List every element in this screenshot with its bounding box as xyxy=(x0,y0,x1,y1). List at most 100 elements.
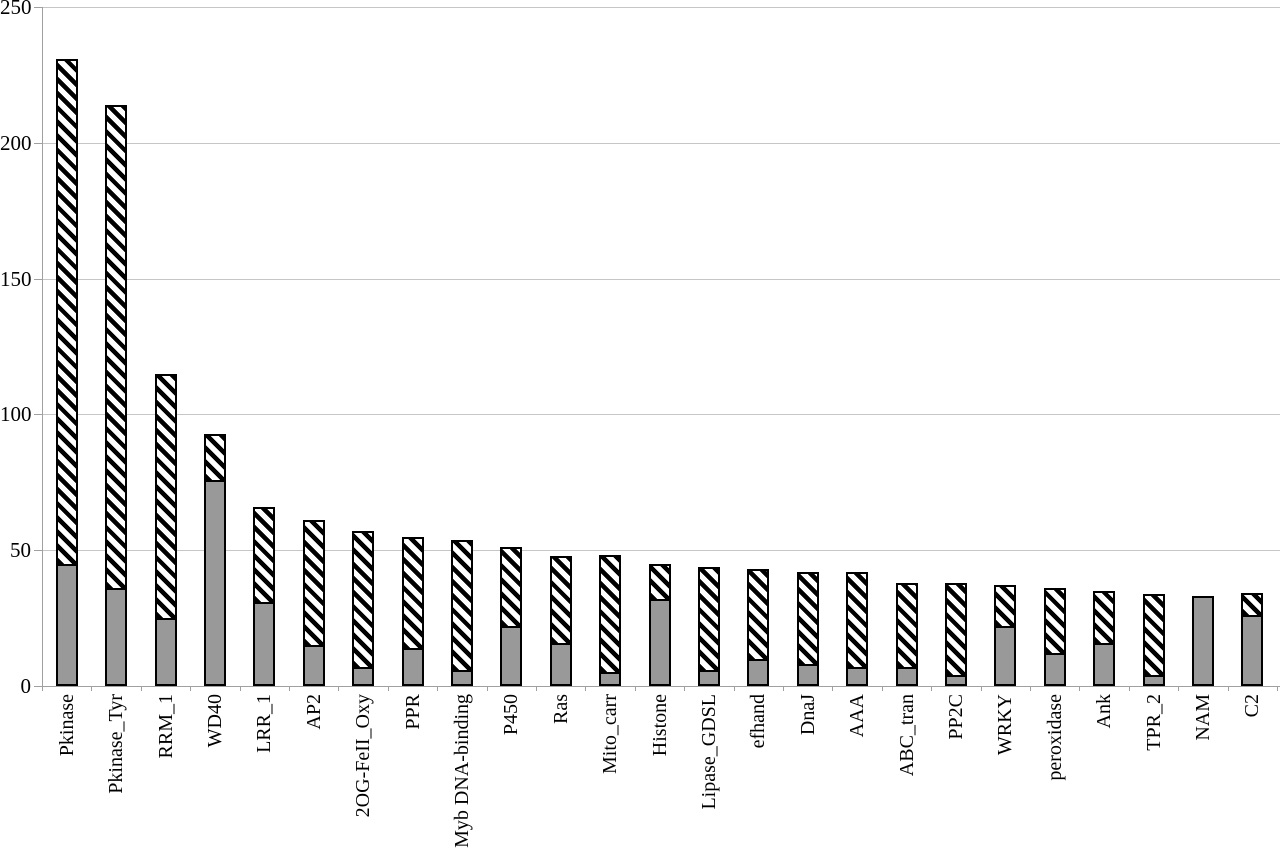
x-axis-category-label-LRR_1: LRR_1 xyxy=(253,694,276,753)
x-axis-tick xyxy=(1227,686,1229,691)
bar-segment-hatched-Mito_carr xyxy=(599,555,621,672)
x-axis-category-label-P450: P450 xyxy=(500,694,523,736)
bar-segment-hatched-AP2 xyxy=(303,520,325,645)
x-axis-category-label-Ras: Ras xyxy=(549,694,572,724)
x-axis-tick xyxy=(486,686,488,691)
bar-segment-solid-C2 xyxy=(1241,615,1263,686)
bar-segment-solid-AAA xyxy=(846,667,868,686)
gridline-250 xyxy=(42,7,1280,8)
x-axis-category-label-AP2: AP2 xyxy=(302,694,325,730)
bar-segment-hatched-efhand xyxy=(747,569,769,659)
x-axis-tick xyxy=(91,686,93,691)
bar-segment-solid-Myb DNA-binding xyxy=(451,670,473,686)
y-axis-tick-label-250: 250 xyxy=(0,0,32,19)
y-axis-tick-100 xyxy=(34,414,42,416)
x-axis-category-label-Histone: Histone xyxy=(648,694,671,757)
bar-segment-solid-2OG-FeII_Oxy xyxy=(352,667,374,686)
y-axis-tick-label-50: 50 xyxy=(10,538,31,563)
bar-segment-solid-TPR_2 xyxy=(1143,675,1165,686)
bar-segment-hatched-ABC_tran xyxy=(896,583,918,667)
bar-segment-hatched-LRR_1 xyxy=(253,507,275,602)
bar-segment-hatched-Pkinase_Tyr xyxy=(105,105,127,588)
x-axis-category-label-2OG-FeII_Oxy: 2OG-FeII_Oxy xyxy=(352,694,375,818)
bar-segment-solid-Lipase_GDSL xyxy=(698,670,720,686)
x-axis-tick xyxy=(437,686,439,691)
x-axis-category-label-efhand: efhand xyxy=(747,694,770,749)
bar-segment-solid-PP2C xyxy=(945,675,967,686)
x-axis-tick xyxy=(239,686,241,691)
x-axis-category-label-TPR_2: TPR_2 xyxy=(1142,694,1165,751)
bar-segment-hatched-WD40 xyxy=(204,434,226,480)
bar-segment-hatched-DnaJ xyxy=(797,572,819,664)
bar-segment-solid-Ank xyxy=(1093,643,1115,686)
x-axis-tick xyxy=(832,686,834,691)
x-axis-tick xyxy=(931,686,933,691)
bar-segment-solid-RRM_1 xyxy=(155,618,177,686)
x-axis-line xyxy=(34,686,1280,687)
bar-segment-hatched-C2 xyxy=(1241,593,1263,615)
bar-segment-solid-P450 xyxy=(500,626,522,686)
y-axis-tick-150 xyxy=(34,278,42,280)
bar-segment-solid-Mito_carr xyxy=(599,672,621,686)
bar-segment-hatched-Lipase_GDSL xyxy=(698,567,720,670)
x-axis-category-label-PPR: PPR xyxy=(401,694,424,730)
bar-segment-solid-ABC_tran xyxy=(896,667,918,686)
x-axis-tick xyxy=(634,686,636,691)
x-axis-category-label-ABC_tran: ABC_tran xyxy=(895,694,918,777)
bar-segment-hatched-Myb DNA-binding xyxy=(451,540,473,670)
x-axis-tick xyxy=(42,686,43,691)
y-axis-tick-label-200: 200 xyxy=(0,130,32,155)
bar-segment-solid-LRR_1 xyxy=(253,602,275,686)
bar-segment-hatched-Ank xyxy=(1093,591,1115,643)
x-axis-category-label-Pkinase_Tyr: Pkinase_Tyr xyxy=(105,694,128,794)
bar-segment-solid-DnaJ xyxy=(797,664,819,686)
bar-segment-hatched-Histone xyxy=(649,564,671,599)
bar-segment-solid-Ras xyxy=(550,643,572,686)
bar-segment-solid-Histone xyxy=(649,599,671,686)
x-axis-category-label-WRKY: WRKY xyxy=(994,694,1017,756)
x-axis-tick xyxy=(881,686,883,691)
bar-segment-hatched-P450 xyxy=(500,547,522,626)
x-axis-tick xyxy=(338,686,340,691)
bar-segment-hatched-RRM_1 xyxy=(155,374,177,618)
x-axis-tick xyxy=(1079,686,1081,691)
y-axis-tick-50 xyxy=(34,550,42,552)
x-axis-tick xyxy=(684,686,686,691)
x-axis-tick xyxy=(980,686,982,691)
bar-segment-hatched-Pkinase xyxy=(56,59,78,564)
bar-segment-hatched-WRKY xyxy=(994,585,1016,626)
x-axis-tick xyxy=(536,686,537,691)
x-axis-tick xyxy=(585,686,587,691)
y-axis-tick-200 xyxy=(34,142,42,144)
bar-segment-hatched-TPR_2 xyxy=(1143,594,1165,675)
x-axis-category-label-AAA: AAA xyxy=(846,694,869,738)
x-axis-tick xyxy=(1178,686,1180,691)
y-axis-tick-label-0: 0 xyxy=(20,674,32,698)
x-axis-category-label-NAM: NAM xyxy=(1191,694,1214,741)
bar-segment-solid-peroxidase xyxy=(1044,653,1066,686)
bar-segment-hatched-PP2C xyxy=(945,583,967,675)
y-axis-tick-label-150: 150 xyxy=(0,266,32,291)
bar-segment-hatched-PPR xyxy=(402,537,424,648)
x-axis-tick xyxy=(733,686,735,691)
gridline-100 xyxy=(42,414,1280,416)
x-axis-category-label-Lipase_GDSL: Lipase_GDSL xyxy=(697,694,720,810)
x-axis-category-label-Ank: Ank xyxy=(1093,694,1116,729)
y-axis-tick-label-100: 100 xyxy=(0,402,32,427)
x-axis-tick xyxy=(190,686,192,691)
gridline-50 xyxy=(42,550,1280,552)
bar-segment-solid-Pkinase_Tyr xyxy=(105,588,127,686)
x-axis-category-label-Mito_carr: Mito_carr xyxy=(599,694,622,774)
x-axis-category-label-C2: C2 xyxy=(1241,694,1264,718)
x-axis-tick xyxy=(783,686,784,691)
bar-segment-solid-Pkinase xyxy=(56,564,78,686)
x-axis-tick xyxy=(1030,686,1031,691)
x-axis-tick xyxy=(1128,686,1130,691)
x-axis-category-label-DnaJ: DnaJ xyxy=(796,694,819,736)
x-axis-tick xyxy=(289,686,290,691)
bar-segment-solid-WRKY xyxy=(994,626,1016,686)
bar-segment-hatched-AAA xyxy=(846,572,868,667)
gridline-200 xyxy=(42,142,1280,144)
x-axis-tick xyxy=(1277,686,1278,691)
